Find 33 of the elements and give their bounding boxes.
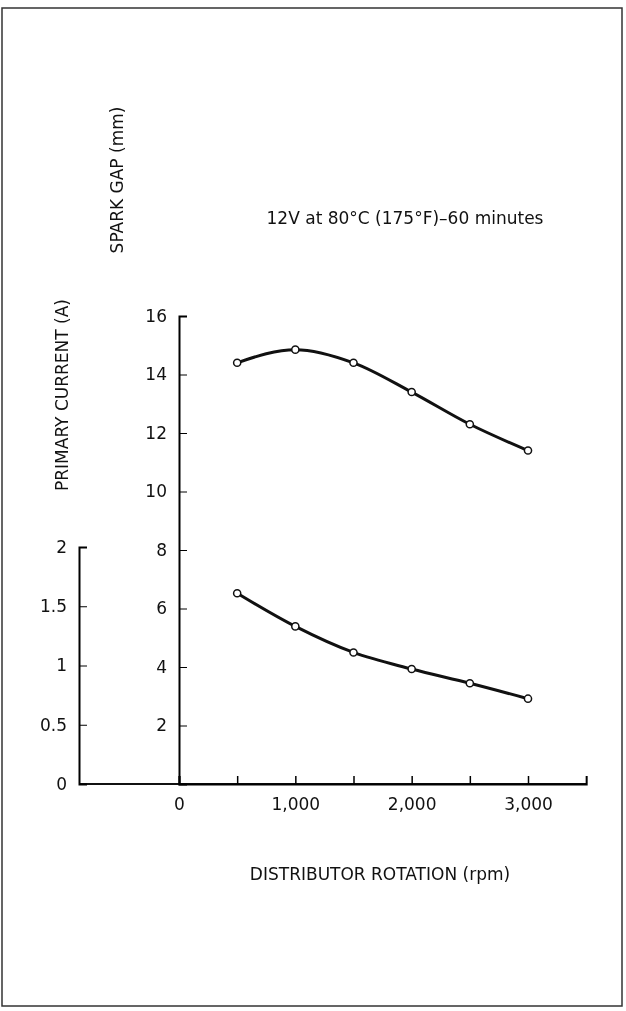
point (523, 694, 533, 703)
y-tick-label: 2 (156, 715, 167, 736)
y-axis-title: SPARK GAP (mm) (107, 106, 127, 254)
y-tick-label: 4 (156, 656, 167, 677)
point (232, 588, 242, 598)
y-tick-label: 12 (145, 422, 167, 443)
y-tick-label: 14 (145, 364, 167, 385)
point (523, 446, 533, 455)
point (465, 419, 475, 429)
point (465, 678, 475, 688)
point (407, 664, 416, 674)
x-tick-label: 1,000 (271, 794, 321, 815)
x-axis-title: DISTRIBUTOR ROTATION (rpm) (249, 864, 511, 884)
y2-tick-label: 1 (56, 655, 67, 676)
x-tick-label: 0 (174, 794, 185, 815)
chart-title: 12V at 80°C (175°F)–60 minutes (266, 208, 544, 228)
y-tick-label: 10 (145, 481, 167, 502)
x-tick-label: 2,000 (387, 794, 437, 815)
point (349, 358, 358, 368)
point (407, 387, 416, 397)
point (349, 648, 358, 657)
y2-axis-title: PRIMARY CURRENT (A) (52, 299, 72, 491)
y-tick-label: 8 (156, 539, 167, 560)
point (291, 345, 300, 354)
y2-tick-label: 0 (56, 773, 67, 794)
y-tick-label: 16 (145, 305, 167, 326)
point (291, 622, 300, 631)
point (232, 358, 242, 368)
y2-tick-label: 0.5 (39, 714, 67, 735)
y2-tick-label: 1.5 (39, 596, 67, 617)
x-tick-label: 3,000 (504, 794, 553, 815)
y2-tick-label: 2 (56, 536, 67, 557)
y-tick-label: 6 (156, 598, 167, 619)
